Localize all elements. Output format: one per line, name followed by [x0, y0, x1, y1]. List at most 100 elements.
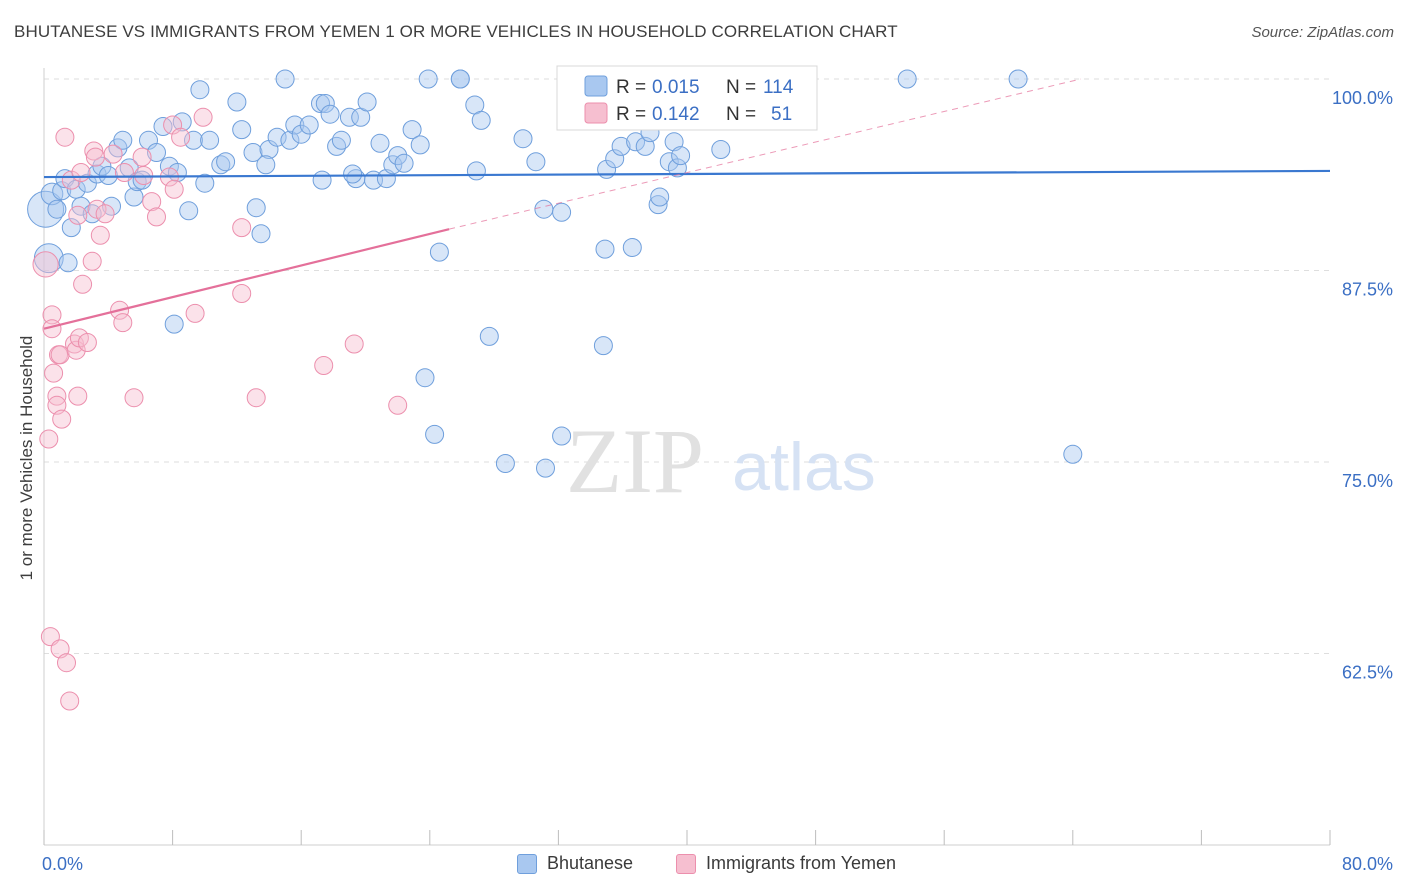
data-point-bhutanese: [466, 161, 486, 181]
data-point-bhutanese: [102, 196, 121, 216]
trend-line-yemen: [43, 228, 450, 330]
data-point-bhutanese: [552, 202, 572, 222]
data-point-yemen: [232, 284, 252, 303]
data-point-bhutanese: [479, 326, 499, 346]
bottom-legend: Bhutanese Immigrants from Yemen: [0, 850, 1406, 880]
yemen-points: [32, 107, 408, 711]
gridlines: [44, 78, 1330, 654]
data-point-yemen: [42, 319, 62, 339]
x-tick-label-min: 0.0%: [42, 854, 83, 874]
data-point-bhutanese: [1063, 444, 1083, 464]
data-point-bhutanese: [650, 187, 670, 207]
data-point-bhutanese: [495, 454, 515, 473]
data-point-bhutanese: [593, 336, 613, 356]
x-tick-label-max: 80.0%: [1342, 854, 1393, 874]
data-point-yemen: [114, 163, 134, 182]
data-point-yemen: [44, 363, 64, 383]
data-point-bhutanese: [285, 115, 305, 135]
data-point-yemen: [103, 144, 123, 164]
data-point-bhutanese: [246, 198, 266, 218]
data-point-bhutanese: [280, 130, 300, 150]
data-point-yemen: [84, 141, 104, 161]
data-point-yemen: [57, 653, 76, 673]
legend-item-bhutanese[interactable]: Bhutanese: [517, 853, 633, 874]
chart-source: Source: ZipAtlas.com: [1251, 24, 1394, 41]
data-point-yemen: [132, 147, 152, 167]
y-tick-labels: 62.5% 75.0% 87.5% 100.0%: [1332, 88, 1393, 683]
data-point-bhutanese: [1008, 69, 1028, 89]
data-point-bhutanese: [58, 253, 78, 273]
legend-swatch-bhutanese: [517, 853, 537, 874]
data-point-bhutanese: [605, 149, 625, 169]
data-point-bhutanese: [47, 199, 67, 219]
data-point-yemen: [85, 147, 105, 167]
data-point-bhutanese: [243, 143, 263, 162]
stats-n-label-1: N =: [726, 77, 756, 98]
data-point-bhutanese: [251, 224, 271, 244]
data-point-bhutanese: [339, 107, 359, 127]
data-point-yemen: [42, 305, 62, 325]
data-point-bhutanese: [40, 182, 64, 206]
legend-swatch-yemen: [584, 102, 608, 124]
data-point-yemen: [314, 356, 334, 375]
stats-legend: R = 0.015 N = 114 R = 0.142 N = 51: [556, 65, 818, 131]
y-tick-label: 75.0%: [1342, 471, 1393, 491]
watermark-atlas: atlas: [732, 429, 876, 505]
data-point-yemen: [71, 163, 91, 182]
data-point-yemen: [68, 205, 88, 225]
data-point-bhutanese: [153, 117, 173, 136]
data-point-yemen: [95, 204, 115, 224]
data-point-yemen: [113, 313, 133, 333]
data-point-yemen: [164, 179, 184, 199]
legend-label-yemen: Immigrants from Yemen: [706, 853, 897, 873]
data-point-bhutanese: [552, 426, 572, 446]
data-point-yemen: [193, 107, 213, 127]
data-point-bhutanese: [611, 136, 631, 156]
data-point-bhutanese: [311, 94, 330, 113]
data-point-bhutanese: [200, 130, 220, 150]
data-point-bhutanese: [315, 94, 335, 113]
data-point-bhutanese: [331, 130, 351, 150]
data-point-bhutanese: [232, 120, 252, 140]
data-point-yemen: [68, 386, 88, 406]
data-point-bhutanese: [190, 80, 210, 100]
watermark-zip: ZIP: [566, 410, 704, 512]
data-point-bhutanese: [622, 238, 642, 257]
data-point-bhutanese: [711, 140, 731, 159]
data-point-bhutanese: [667, 158, 687, 178]
data-point-bhutanese: [897, 69, 917, 89]
data-point-bhutanese: [195, 173, 215, 193]
legend-label-bhutanese: Bhutanese: [547, 853, 634, 873]
data-point-bhutanese: [320, 104, 340, 124]
data-point-yemen: [52, 409, 72, 429]
data-point-bhutanese: [92, 156, 112, 176]
trend-line-yemen-extrapolated: [448, 78, 1081, 230]
trend-line-bhutanese: [43, 169, 1331, 179]
y-tick-label: 87.5%: [1342, 280, 1393, 300]
data-point-yemen: [171, 127, 191, 147]
data-point-bhutanese: [159, 156, 179, 176]
data-point-yemen: [60, 691, 80, 711]
data-point-bhutanese: [450, 69, 470, 89]
data-point-bhutanese: [299, 115, 319, 135]
legend-swatch-yemen: [676, 853, 696, 874]
data-point-bhutanese: [664, 132, 684, 152]
data-point-bhutanese: [388, 146, 408, 166]
legend-item-yemen[interactable]: Immigrants from Yemen: [676, 853, 896, 874]
data-point-bhutanese: [418, 69, 438, 89]
data-point-yemen: [55, 127, 75, 147]
data-point-yemen: [232, 218, 252, 238]
data-point-yemen: [344, 334, 364, 354]
data-point-bhutanese: [415, 368, 435, 388]
data-point-bhutanese: [124, 187, 144, 207]
data-point-yemen: [388, 395, 408, 415]
data-point-yemen: [124, 388, 144, 408]
chart-title: BHUTANESE VS IMMIGRANTS FROM YEMEN 1 OR …: [14, 22, 898, 41]
data-point-yemen: [50, 345, 70, 365]
stats-n-value-1: 114: [763, 77, 794, 98]
data-point-bhutanese: [429, 242, 449, 262]
data-point-bhutanese: [52, 181, 72, 201]
legend-swatch-bhutanese: [584, 75, 608, 97]
data-point-yemen: [142, 192, 162, 212]
data-point-bhutanese: [61, 218, 81, 238]
